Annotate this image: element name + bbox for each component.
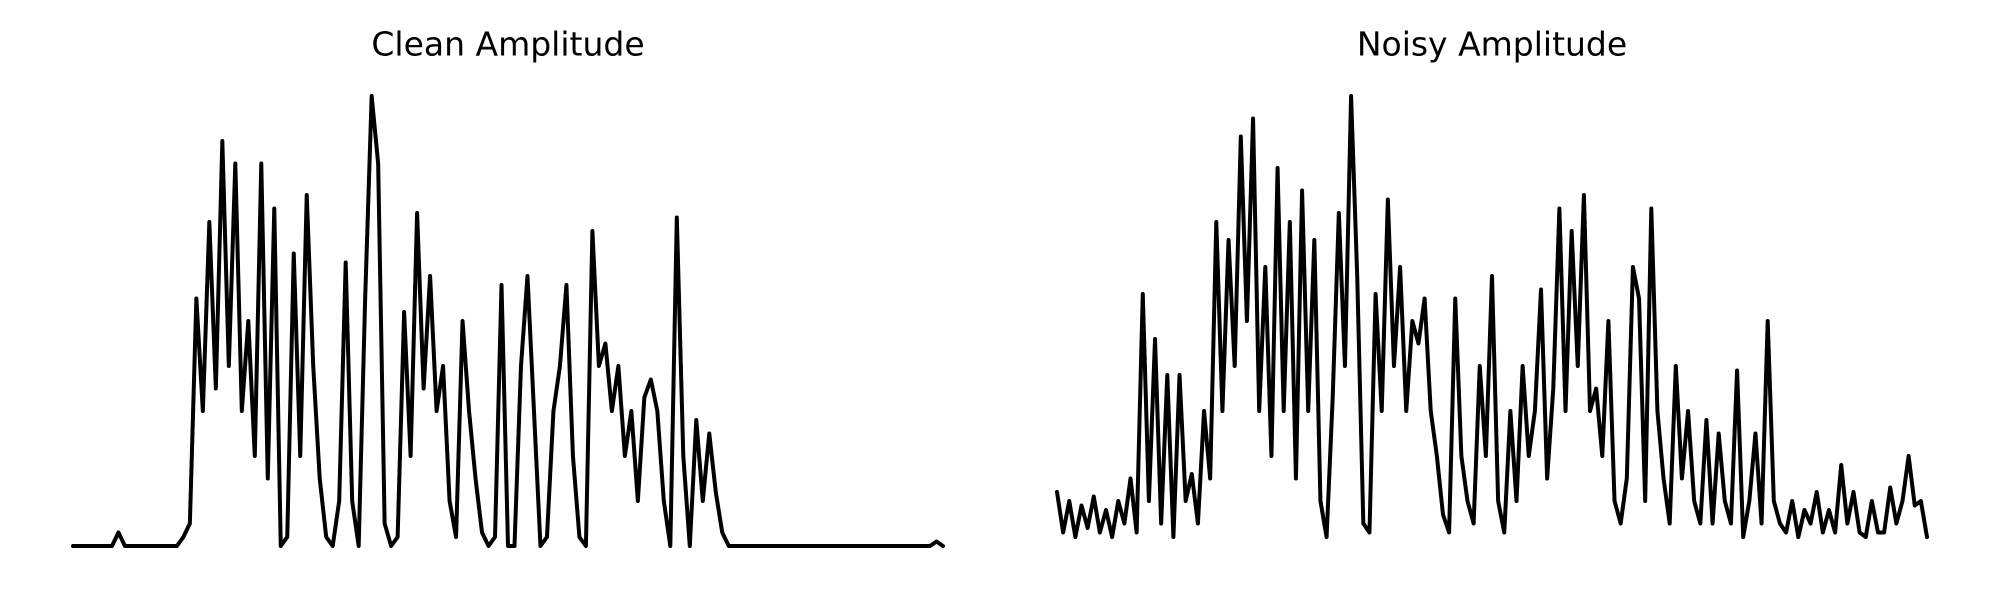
chart-title: Clean Amplitude xyxy=(371,25,644,64)
amplitude-line xyxy=(71,94,945,548)
chart-title: Noisy Amplitude xyxy=(1357,25,1627,64)
amplitude-line xyxy=(1055,94,1929,539)
